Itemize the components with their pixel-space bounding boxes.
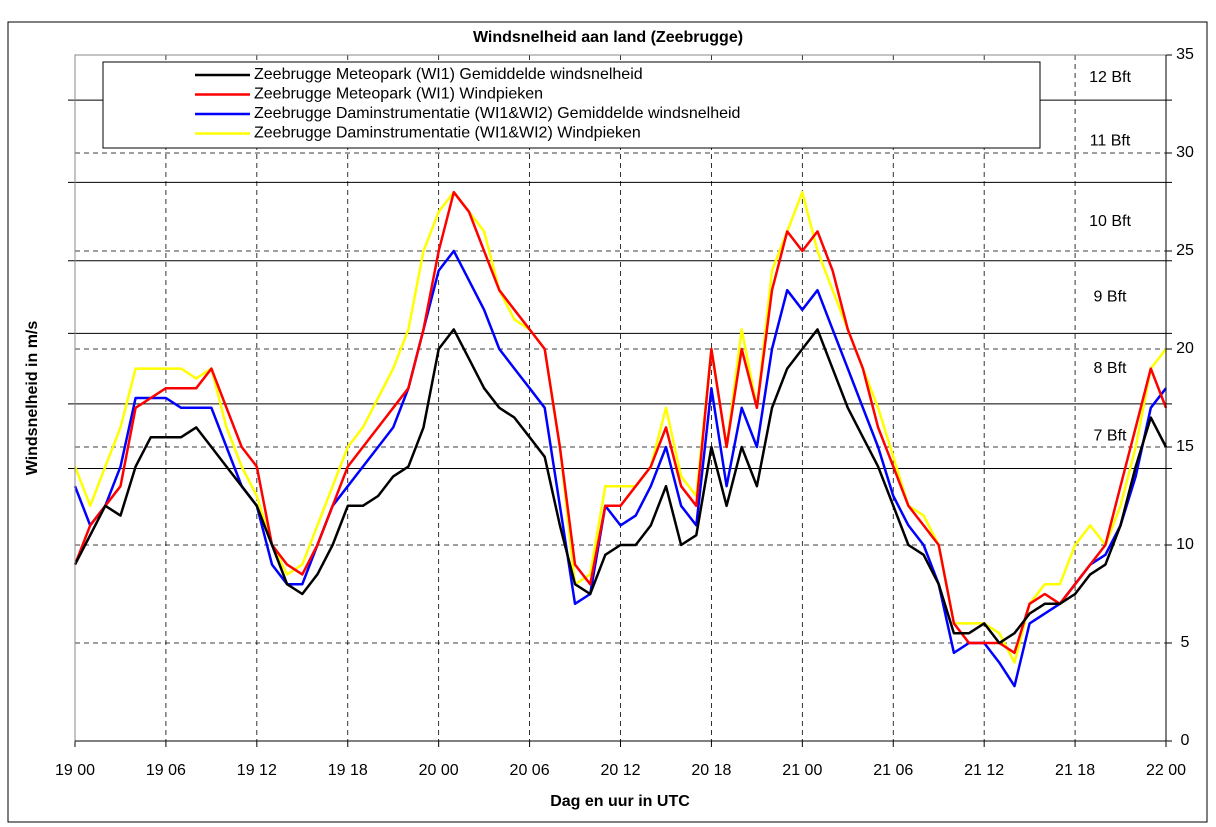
legend-label: Zeebrugge Daminstrumentatie (WI1&WI2) Ge… bbox=[254, 105, 740, 122]
bft-label: 8 Bft bbox=[1094, 360, 1127, 377]
bft-label: 10 Bft bbox=[1089, 213, 1131, 230]
y-tick-label: 15 bbox=[1176, 438, 1194, 455]
y-tick-label: 35 bbox=[1176, 46, 1194, 63]
y-tick-label: 30 bbox=[1176, 144, 1194, 161]
x-tick-label: 22 00 bbox=[1146, 762, 1186, 779]
x-tick-label: 21 06 bbox=[873, 762, 913, 779]
data-line bbox=[73, 190, 1168, 655]
x-tick-label: 20 00 bbox=[419, 762, 459, 779]
x-tick-label: 21 12 bbox=[964, 762, 1004, 779]
y-tick-label: 25 bbox=[1176, 242, 1194, 259]
legend-label: Zeebrugge Daminstrumentatie (WI1&WI2) Wi… bbox=[254, 125, 641, 142]
bft-label: 7 Bft bbox=[1094, 427, 1127, 444]
x-tick-label: 21 00 bbox=[782, 762, 822, 779]
x-tick-label: 19 00 bbox=[55, 762, 95, 779]
x-tick-label: 20 12 bbox=[600, 762, 640, 779]
y-tick-label: 20 bbox=[1176, 340, 1194, 357]
legend-box bbox=[102, 61, 1041, 149]
y-tick-label: 0 bbox=[1181, 732, 1190, 749]
y-tick-label: 10 bbox=[1176, 536, 1194, 553]
x-axis-label: Dag en uur in UTC bbox=[550, 793, 690, 810]
y-tick-label: 5 bbox=[1181, 634, 1190, 651]
legend-label: Zeebrugge Meteopark (WI1) Gemiddelde win… bbox=[254, 66, 643, 83]
bft-label: 9 Bft bbox=[1094, 288, 1127, 305]
x-tick-label: 19 18 bbox=[328, 762, 368, 779]
y-axis-label: Windsnelheid in m/s bbox=[24, 321, 41, 476]
data-line bbox=[73, 328, 1168, 645]
legend-label: Zeebrugge Meteopark (WI1) Windpieken bbox=[254, 86, 543, 103]
x-tick-label: 19 06 bbox=[146, 762, 186, 779]
chart-title: Windsnelheid aan land (Zeebrugge) bbox=[473, 29, 743, 46]
x-tick-label: 20 06 bbox=[510, 762, 550, 779]
bft-label: 12 Bft bbox=[1089, 69, 1131, 86]
x-tick-label: 19 12 bbox=[237, 762, 277, 779]
x-tick-label: 20 18 bbox=[691, 762, 731, 779]
bft-label: 11 Bft bbox=[1090, 132, 1131, 149]
x-tick-label: 21 18 bbox=[1055, 762, 1095, 779]
